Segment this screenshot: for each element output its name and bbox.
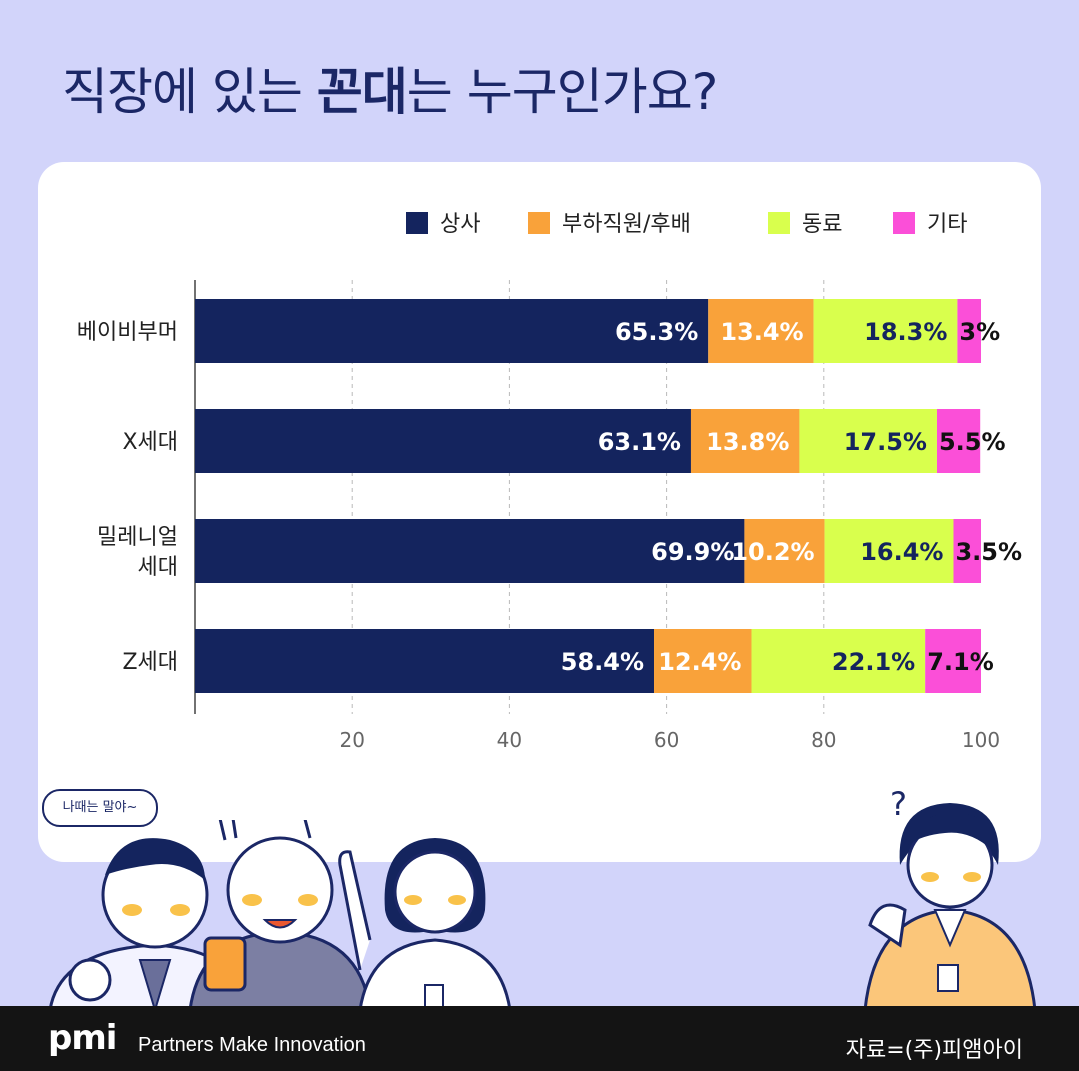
bar-segment xyxy=(690,409,800,473)
bar-segment xyxy=(799,409,937,473)
footer: pmi Partners Make Innovation 자료=(주)피앰아이 xyxy=(0,1006,1079,1071)
legend-label: 상사 xyxy=(440,212,480,237)
footer-tagline: Partners Make Innovation xyxy=(138,1034,366,1056)
x-tick-label: 20 xyxy=(339,728,364,752)
bar-segment xyxy=(195,629,655,693)
bar-segment xyxy=(936,409,981,473)
pmi-logo: pmi xyxy=(48,1018,117,1058)
bar-segment xyxy=(751,629,926,693)
bar-segment xyxy=(925,629,981,693)
data-label: 69.9% xyxy=(651,538,734,566)
bar-segment xyxy=(654,629,752,693)
question-mark-icon: ? xyxy=(890,785,907,823)
data-label: 22.1% xyxy=(832,648,915,676)
data-label: 58.4% xyxy=(561,648,644,676)
legend-swatch xyxy=(528,212,550,234)
data-label: 13.8% xyxy=(706,428,789,456)
bar-segment xyxy=(195,519,745,583)
category-label: Z세대 xyxy=(122,650,178,675)
characters-illustration xyxy=(48,820,512,1010)
x-tick-label: 40 xyxy=(497,728,522,752)
data-label: 3% xyxy=(959,318,1000,346)
x-tick-label: 80 xyxy=(811,728,836,752)
title-emphasis: 꼰대 xyxy=(316,63,408,121)
data-label: 5.5% xyxy=(939,428,1006,456)
data-label: 18.3% xyxy=(864,318,947,346)
category-label: 밀레니얼 xyxy=(97,525,178,550)
data-label: 12.4% xyxy=(658,648,741,676)
legend-swatch xyxy=(768,212,790,234)
speech-bubble: 나때는 말야~ xyxy=(42,789,158,827)
character-2 xyxy=(188,820,372,1010)
legend-label: 동료 xyxy=(802,212,842,237)
page-title: 직장에 있는 꼰대는 누구인가요? xyxy=(62,52,718,124)
x-tick-label: 60 xyxy=(654,728,679,752)
character-3 xyxy=(358,838,512,1010)
data-label: 13.4% xyxy=(720,318,803,346)
legend-label: 기타 xyxy=(927,212,967,237)
data-label: 63.1% xyxy=(598,428,681,456)
bar-segment xyxy=(195,299,709,363)
bar-segment xyxy=(708,299,814,363)
title-part2: 는 누구인가요? xyxy=(406,63,718,121)
bar-segment xyxy=(953,519,981,583)
category-label: 세대 xyxy=(138,555,178,580)
bar-segment xyxy=(824,519,954,583)
legend-swatch xyxy=(893,212,915,234)
category-label: 베이비부머 xyxy=(77,320,178,345)
bar-segment xyxy=(957,299,981,363)
x-tick-label: 100 xyxy=(962,728,1000,752)
data-label: 16.4% xyxy=(860,538,943,566)
source-note: 자료=(주)피앰아이 xyxy=(845,1038,1023,1063)
data-label: 65.3% xyxy=(615,318,698,346)
bar-segment xyxy=(195,409,691,473)
bar-segment xyxy=(813,299,958,363)
category-label: X세대 xyxy=(122,430,178,455)
character-4-illustration: ? xyxy=(863,785,1037,1010)
legend-label: 부하직원/후배 xyxy=(562,212,691,237)
legend-swatch xyxy=(406,212,428,234)
title-part1: 직장에 있는 xyxy=(62,63,317,121)
data-label: 17.5% xyxy=(844,428,927,456)
data-label: 7.1% xyxy=(927,648,994,676)
bar-segment xyxy=(744,519,825,583)
data-label: 10.2% xyxy=(731,538,814,566)
data-label: 3.5% xyxy=(955,538,1022,566)
